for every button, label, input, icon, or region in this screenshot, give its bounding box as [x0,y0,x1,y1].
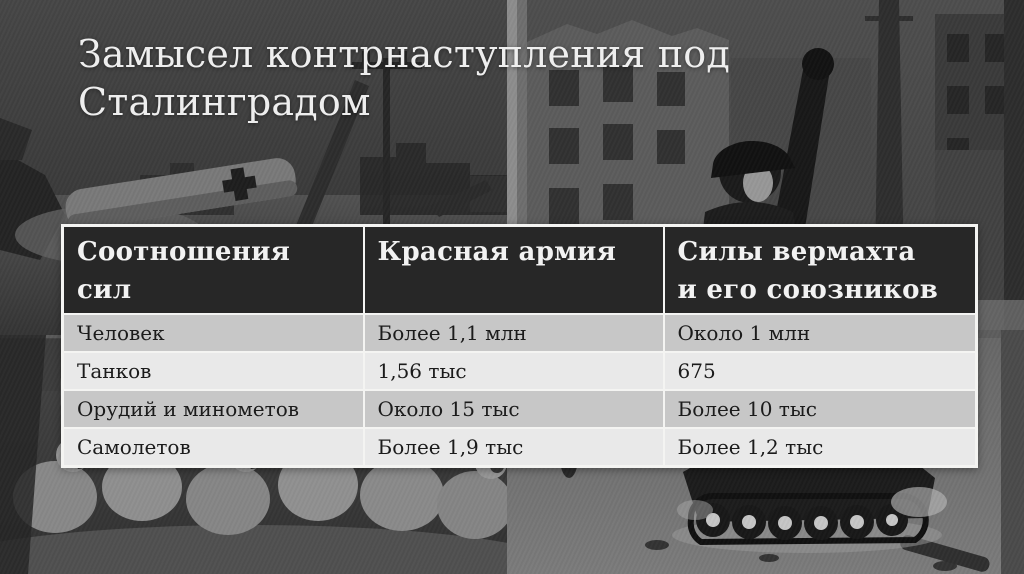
row-label: Человек [61,313,365,353]
red-army-value: Более 1,9 тыс [362,427,665,468]
table-row-guns-mortars: Орудий и минометов Около 15 тыс Более 10… [61,389,978,429]
row-label: Самолетов [61,427,365,468]
row-label: Танков [61,351,365,391]
table-row-tanks: Танков 1,56 тыс 675 [61,351,978,391]
wehrmacht-value: Около 1 млн [662,313,978,353]
wehrmacht-value: Более 1,2 тыс [662,427,978,468]
table-row-aircraft: Самолетов Более 1,9 тыс Более 1,2 тыс [61,427,978,468]
wehrmacht-value: Более 10 тыс [662,389,978,429]
red-army-value: Около 15 тыс [362,389,665,429]
header-ratio-of-forces: Соотношения сил [61,224,365,315]
table-row-personnel: Человек Более 1,1 млн Около 1 млн [61,313,978,353]
table-header-row: Соотношения сил Красная армия Силы верма… [61,224,978,315]
tank-silhouette [656,426,947,553]
red-army-value: 1,56 тыс [362,351,665,391]
row-label: Орудий и минометов [61,389,365,429]
red-army-value: Более 1,1 млн [362,313,665,353]
wehrmacht-value: 675 [662,351,978,391]
slide-title: Замысел контрнаступления под Сталинградо… [78,32,730,125]
header-red-army: Красная армия [362,224,665,315]
forces-comparison-table: Соотношения сил Красная армия Силы верма… [61,224,978,468]
header-wehrmacht-forces: Силы вермахта и его союзников [662,224,978,315]
